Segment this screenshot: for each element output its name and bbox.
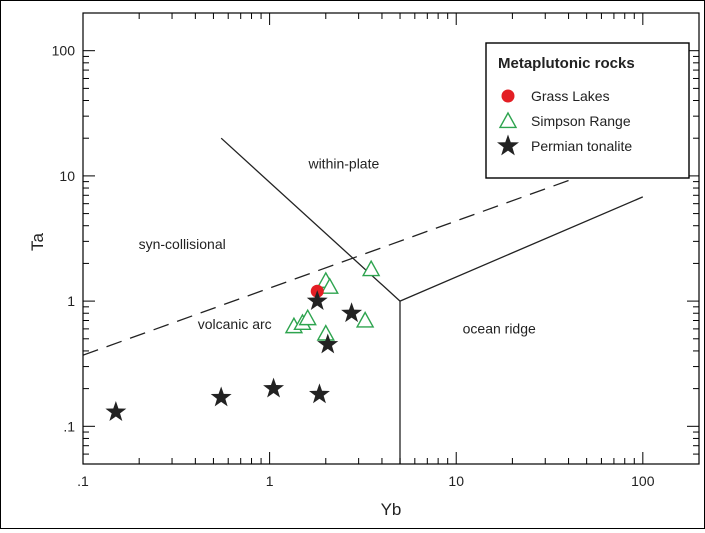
point-permian-tonalite-6 xyxy=(306,290,328,310)
y-tick-label: 10 xyxy=(59,168,75,184)
point-permian-tonalite-5 xyxy=(341,302,363,323)
region-label-syn-collisional: syn-collisional xyxy=(139,236,226,252)
legend-box xyxy=(485,42,690,179)
legend-label-permian-tonalite: Permian tonalite xyxy=(531,138,632,154)
y-tick-label: .1 xyxy=(63,418,75,434)
point-permian-tonalite-0 xyxy=(105,401,127,421)
y-tick-label: 100 xyxy=(52,43,76,59)
point-permian-tonalite-1 xyxy=(210,386,232,407)
x-tick-label: 1 xyxy=(266,473,274,489)
legend-label-grass-lakes: Grass Lakes xyxy=(531,88,610,104)
boundary-line-solid-2 xyxy=(399,196,644,302)
x-tick-label: .1 xyxy=(77,473,89,489)
data-points xyxy=(105,259,381,421)
boundary-lines xyxy=(83,137,644,464)
legend-items: Grass Lakes Simpson Range Permian tonalite xyxy=(497,88,632,156)
x-tick-label: 10 xyxy=(448,473,464,489)
x-axis-title: Yb xyxy=(381,500,402,519)
legend-marker-grass-lakes xyxy=(501,89,515,103)
plot-area xyxy=(82,12,700,465)
legend: Metaplutonic rocks Grass Lakes Simpson Ra… xyxy=(485,42,690,179)
point-permian-tonalite-2 xyxy=(263,377,285,398)
axis-tick-labels: .1 1 10 100 .1 1 10 100 xyxy=(52,43,655,489)
region-label-ocean-ridge: ocean ridge xyxy=(463,321,536,337)
region-labels: within-plate syn-collisional volcanic arc o… xyxy=(139,155,536,336)
legend-marker-permian-tonalite xyxy=(497,134,519,156)
point-permian-tonalite-4 xyxy=(317,333,339,354)
y-tick-label: 1 xyxy=(67,293,75,309)
point-simpson-range-6 xyxy=(316,324,335,341)
legend-title: Metaplutonic rocks xyxy=(498,55,635,72)
y-axis-title: Ta xyxy=(28,232,47,251)
region-label-volcanic-arc: volcanic arc xyxy=(198,316,272,332)
region-label-within-plate: within-plate xyxy=(307,155,379,171)
axis-ticks xyxy=(82,12,700,465)
legend-label-simpson-range: Simpson Range xyxy=(531,113,631,129)
point-permian-tonalite-3 xyxy=(309,383,330,404)
point-simpson-range-7 xyxy=(355,311,375,328)
legend-marker-simpson-range xyxy=(498,111,518,129)
point-simpson-range-2 xyxy=(361,259,381,277)
point-simpson-range-5 xyxy=(298,308,317,326)
point-simpson-range-1 xyxy=(320,277,339,294)
x-tick-label: 100 xyxy=(631,473,655,489)
